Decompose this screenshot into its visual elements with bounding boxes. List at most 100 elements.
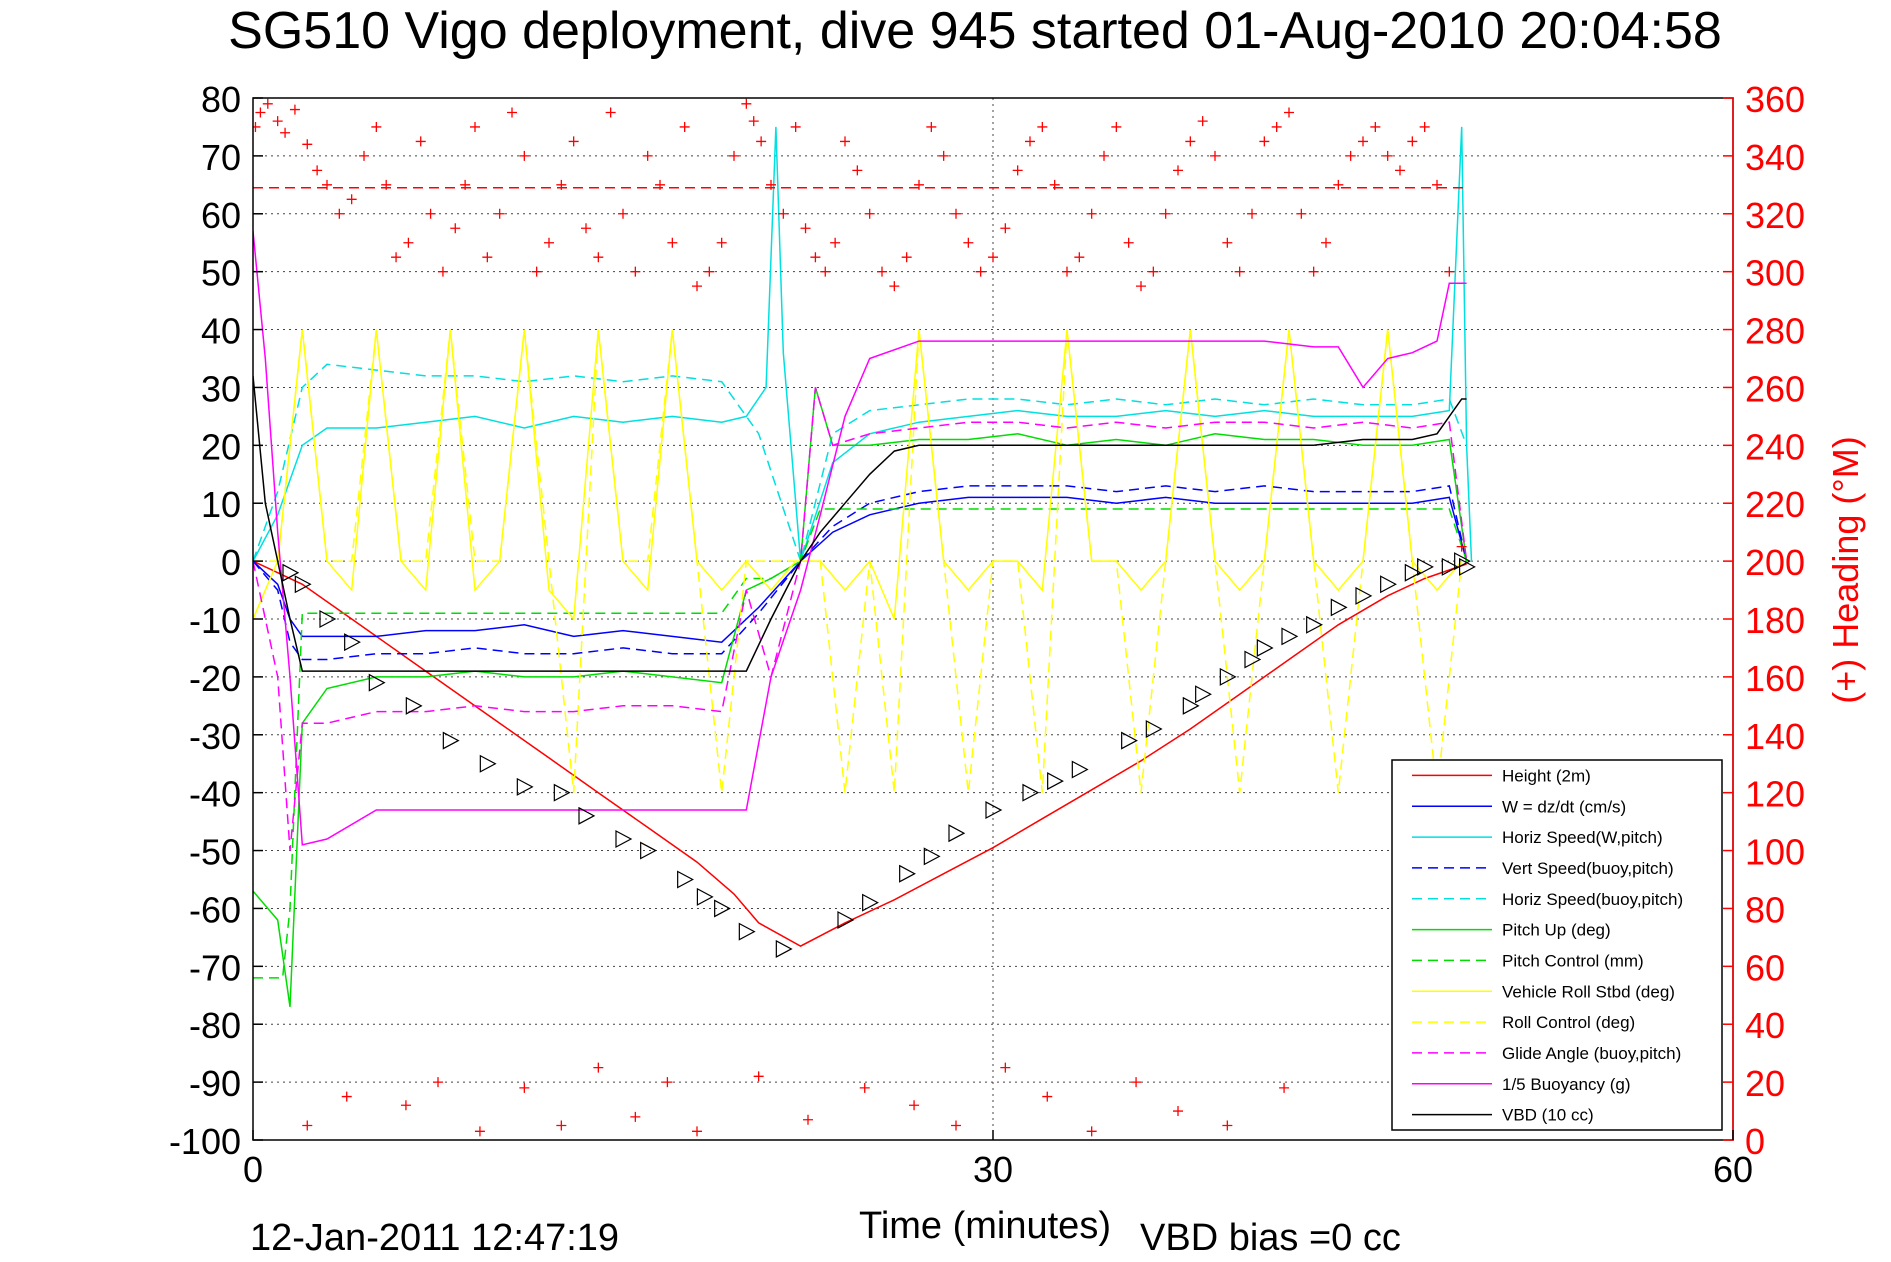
heading-point <box>748 116 759 127</box>
heading-point <box>544 237 554 248</box>
triangle-marker <box>677 870 694 889</box>
markers-layer <box>253 98 1476 1137</box>
heading-point <box>1432 179 1442 190</box>
triangle-marker <box>1071 760 1089 779</box>
heading-point <box>593 1062 604 1073</box>
triangle-marker <box>1459 557 1476 576</box>
triangle-marker <box>1441 557 1459 576</box>
heading-point <box>1234 266 1245 277</box>
series-line <box>253 387 1468 1008</box>
heading-point <box>346 194 357 205</box>
heading-point <box>450 223 461 234</box>
heading-point <box>1000 1062 1011 1073</box>
heading-point <box>1308 266 1319 277</box>
heading-point <box>975 266 986 277</box>
heading-point <box>494 208 505 219</box>
legend-label: Pitch Control (mm) <box>1502 951 1644 970</box>
heading-point <box>437 266 448 277</box>
heading-point <box>859 1082 870 1093</box>
y-tick-label: 20 <box>201 426 241 467</box>
heading-point <box>289 104 300 115</box>
heading-point <box>790 121 801 132</box>
heading-point <box>581 223 591 234</box>
legend-label: Roll Control (deg) <box>1502 1013 1635 1032</box>
legend-label: Horiz Speed(buoy,pitch) <box>1502 890 1683 909</box>
heading-point <box>1345 150 1356 161</box>
heading-point <box>1131 1077 1142 1088</box>
legend: Height (2m) W = dz/dt (cm/s) Horiz Speed(W… <box>1391 759 1723 1131</box>
heading-point <box>1111 121 1122 132</box>
heading-point <box>593 252 604 263</box>
x-axis: 0 30 60 <box>243 1130 1753 1190</box>
heading-point <box>1086 208 1097 219</box>
heading-point <box>341 1091 352 1102</box>
heading-point <box>1259 136 1270 147</box>
heading-point <box>901 252 912 263</box>
right-y-tick-label: 280 <box>1745 311 1805 352</box>
triangle-marker <box>775 939 793 958</box>
heading-point <box>864 208 875 219</box>
heading-point <box>1419 121 1430 132</box>
triangle-marker <box>862 893 879 912</box>
triangle-marker <box>1306 615 1323 634</box>
heading-point <box>810 252 821 263</box>
heading-point <box>1222 1120 1233 1131</box>
heading-point <box>433 1077 443 1088</box>
y-tick-label: -50 <box>189 832 241 873</box>
heading-point <box>371 121 382 132</box>
heading-point <box>1395 165 1405 176</box>
heading-point <box>280 127 291 138</box>
heading-point <box>679 121 690 132</box>
heading-point <box>1025 136 1035 147</box>
heading-point <box>1012 165 1023 176</box>
triangle-marker <box>1244 650 1262 669</box>
legend-label: Glide Angle (buoy,pitch) <box>1502 1044 1681 1063</box>
y-tick-label: 10 <box>201 484 241 525</box>
chart-title: SG510 Vigo deployment, dive 945 started … <box>228 2 1722 60</box>
x-tick-label: 0 <box>243 1149 263 1190</box>
y-tick-label: -90 <box>189 1063 241 1104</box>
x-axis-label: Time (minutes) <box>859 1205 1111 1247</box>
y-tick-label: -80 <box>189 1005 241 1046</box>
legend-label: 1/5 Buoyancy (g) <box>1502 1075 1631 1094</box>
heading-point <box>519 1082 530 1093</box>
right-y-tick-label: 220 <box>1745 484 1805 525</box>
heading-point <box>359 150 369 161</box>
heading-point <box>302 139 313 150</box>
right-y-tick-label: 320 <box>1745 195 1805 236</box>
heading-point <box>272 116 283 127</box>
heading-point <box>800 223 811 234</box>
right-y-tick-label: 140 <box>1745 716 1805 757</box>
heading-point <box>519 150 530 161</box>
heading-point <box>1382 150 1393 161</box>
triangle-marker <box>640 841 657 860</box>
right-y-tick-label: 360 <box>1745 79 1805 120</box>
heading-point <box>302 1120 313 1131</box>
x-tick-label: 30 <box>973 1149 1013 1190</box>
heading-point <box>1049 179 1060 190</box>
heading-point <box>655 179 665 190</box>
heading-point <box>556 179 567 190</box>
heading-point <box>1271 121 1282 132</box>
heading-point <box>741 98 752 109</box>
series-line <box>253 496 1468 643</box>
right-y-tick-label: 260 <box>1745 368 1805 409</box>
heading-point <box>729 150 739 161</box>
heading-point <box>889 281 900 292</box>
triangle-marker <box>1047 772 1064 791</box>
heading-point <box>803 1114 813 1125</box>
heading-point <box>507 107 517 118</box>
triangle-marker <box>479 754 497 773</box>
footer-vbd-bias: VBD bias =0 cc <box>1140 1217 1401 1259</box>
series-line <box>253 387 1468 851</box>
heading-point <box>400 1100 411 1111</box>
heading-point <box>704 266 715 277</box>
heading-point <box>482 252 493 263</box>
y-tick-label: -60 <box>189 889 241 930</box>
legend-label: Vehicle Roll Stbd (deg) <box>1502 982 1675 1001</box>
heading-point <box>1456 541 1467 552</box>
right-y-tick-label: 160 <box>1745 658 1805 699</box>
right-y-axis-label: (+) Heading (°M) <box>1825 436 1866 703</box>
heading-point <box>1444 266 1455 277</box>
